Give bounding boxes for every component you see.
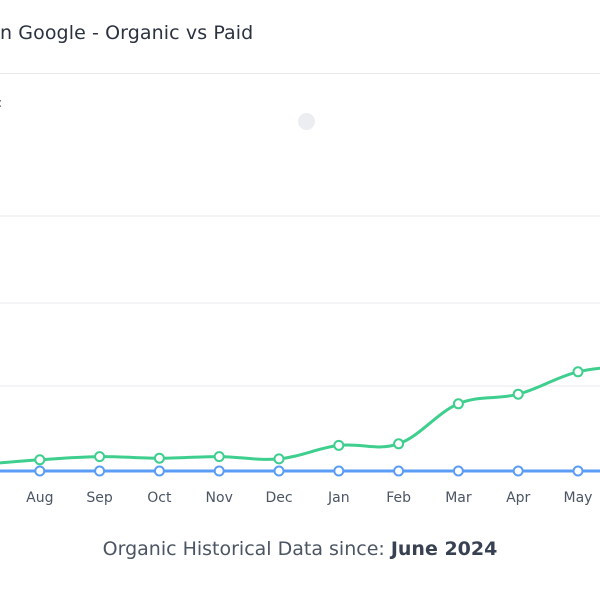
loading-indicator xyxy=(298,113,315,130)
series-1-point-sep xyxy=(94,465,106,477)
series-0-point-oct xyxy=(153,452,165,464)
caption-date: June 2024 xyxy=(390,538,498,560)
title-divider xyxy=(0,73,600,74)
series-0-point-nov xyxy=(213,451,225,463)
series-0-point-dec xyxy=(273,453,285,465)
series-1-point-oct xyxy=(153,465,165,477)
series-line-0 xyxy=(0,366,600,465)
x-tick-label-apr: Apr xyxy=(506,490,530,506)
series-0-point-may xyxy=(572,366,584,378)
series-1-point-feb xyxy=(393,465,405,477)
series-1-point-jan xyxy=(333,465,345,477)
chart-plot: Aug Sep Oct Nov Dec Jan Feb Mar Apr May xyxy=(0,215,600,506)
series-1-point-mar xyxy=(452,465,464,477)
x-tick-label-oct: Oct xyxy=(147,490,172,506)
series-1-point-apr xyxy=(512,465,524,477)
x-tick-label-nov: Nov xyxy=(206,490,233,506)
series-1-point-may xyxy=(572,465,584,477)
series-0-point-feb xyxy=(393,438,405,450)
y-axis-label-fragment: : xyxy=(0,96,2,111)
caption-prefix: Organic Historical Data since: xyxy=(102,538,391,560)
series-1-point-nov xyxy=(213,465,225,477)
series-0-point-apr xyxy=(512,388,524,400)
x-tick-label-aug: Aug xyxy=(26,490,53,506)
series-1-point-dec xyxy=(273,465,285,477)
series-1-point-aug xyxy=(34,465,46,477)
x-tick-label-jan: Jan xyxy=(327,490,350,506)
historical-data-caption: Organic Historical Data since: June 2024 xyxy=(0,538,600,560)
x-tick-label-dec: Dec xyxy=(265,490,292,506)
series-0-point-sep xyxy=(94,451,106,463)
x-tick-label-mar: Mar xyxy=(445,490,472,506)
chart-title: n Google - Organic vs Paid xyxy=(0,22,254,44)
x-tick-label-may: May xyxy=(564,490,593,506)
x-tick-label-feb: Feb xyxy=(386,490,411,506)
x-tick-label-sep: Sep xyxy=(86,490,113,506)
series-0-point-jan xyxy=(333,439,345,451)
series-0-point-aug xyxy=(34,454,46,466)
series-0-point-mar xyxy=(452,398,464,410)
